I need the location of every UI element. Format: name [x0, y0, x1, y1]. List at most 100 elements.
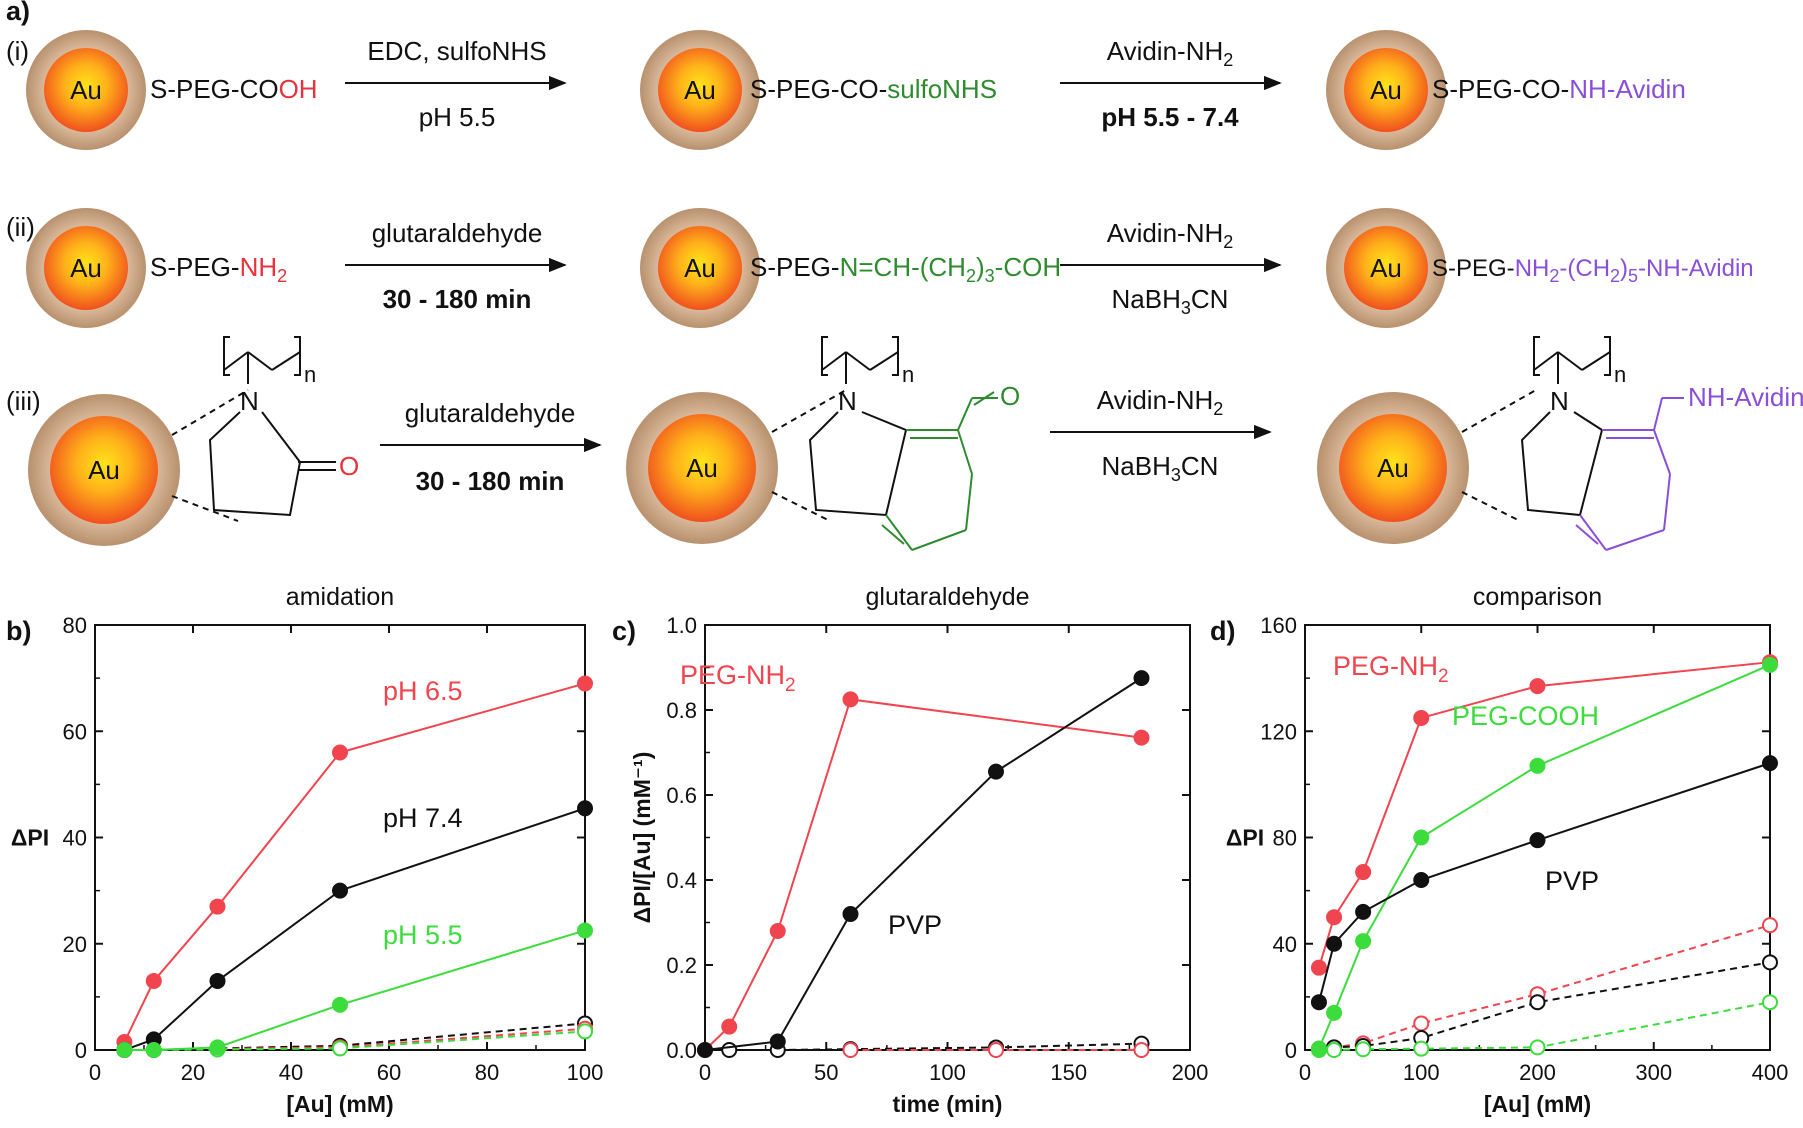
x-tick-label: 40 — [279, 1060, 303, 1085]
chart-amidation: amidation 0 20 40 60 80 100 0 20 40 60 80 [Au] (mM) Δ… — [11, 583, 603, 1117]
pvp-monomer — [171, 336, 336, 522]
data-point-open — [1762, 954, 1778, 971]
y-tick-label: 40 — [63, 826, 87, 851]
glutaraldehyde-ring — [881, 391, 998, 551]
data-point-open — [577, 1023, 593, 1040]
data-point — [577, 800, 593, 817]
y-tick-label: 0 — [1285, 1038, 1297, 1063]
data-point-open — [721, 1042, 738, 1058]
y-tick-label: 80 — [63, 613, 87, 638]
end-ligand-ii: S-PEG-NH2-(CH2)5-NH-Avidin — [1432, 255, 1754, 286]
data-point — [1529, 757, 1546, 774]
data-point — [1133, 729, 1150, 746]
aldehyde-o: O — [1000, 381, 1020, 411]
data-point — [769, 1033, 786, 1050]
x-tick-label: 200 — [1519, 1060, 1556, 1085]
data-point — [1413, 872, 1430, 888]
data-point — [1413, 709, 1430, 726]
data-point — [1762, 755, 1778, 772]
x-tick-label: 50 — [814, 1060, 838, 1085]
data-point-open — [1529, 994, 1546, 1011]
series-line — [1317, 661, 1771, 968]
y-axis-label: ΔPI — [11, 825, 49, 851]
data-point — [1762, 656, 1778, 673]
data-point — [1326, 1004, 1343, 1021]
au-label: Au — [70, 253, 102, 283]
nanoparticle: Au — [26, 30, 146, 150]
data-point — [1326, 909, 1343, 926]
y-tick-label: 80 — [1273, 826, 1297, 851]
y-tick-label: 120 — [1260, 719, 1297, 744]
arrow-bottom-text: 30 - 180 min — [416, 466, 565, 496]
data-point — [769, 923, 786, 939]
data-point — [988, 763, 1004, 780]
chart-glutaraldehyde: glutaraldehyde 0 50 100 150 200 0.0 0.2 0.4 0.6 0.… — [629, 583, 1208, 1117]
au-label: Au — [70, 75, 102, 105]
y-tick-label: 1.0 — [666, 613, 697, 638]
data-point — [1310, 1040, 1327, 1057]
x-axis-label: [Au] (mM) — [286, 1091, 393, 1117]
au-label: Au — [684, 253, 716, 283]
end-label-iii: NH-Avidin — [1688, 382, 1803, 412]
au-label: Au — [686, 453, 718, 483]
x-tick-label: 150 — [1050, 1060, 1087, 1085]
data-point — [577, 675, 593, 692]
chart-comparison: comparison 0 100 200 300 400 0 40 80 120 160 [Au] (… — [1226, 583, 1788, 1117]
data-point-open — [1529, 1039, 1546, 1056]
nanoparticle: Au — [626, 392, 778, 544]
data-point-open — [1762, 994, 1778, 1011]
data-point — [145, 972, 162, 989]
arrow-bottom-text: 30 - 180 min — [383, 284, 532, 314]
panel-label-a: a) — [6, 0, 30, 26]
data-point-open — [1355, 1041, 1372, 1058]
data-point — [1529, 832, 1546, 849]
data-point — [1355, 903, 1372, 920]
data-point-open — [1762, 917, 1778, 934]
panel-label-c: c) — [612, 616, 636, 646]
annotation-ph65: pH 6.5 — [383, 676, 463, 706]
x-tick-label: 100 — [567, 1060, 604, 1085]
y-tick-label: 0.0 — [666, 1038, 697, 1063]
data-point — [209, 1039, 226, 1056]
n-atom: N — [838, 386, 857, 416]
data-point — [1310, 994, 1327, 1011]
x-tick-label: 0 — [699, 1060, 711, 1085]
arrow-bottom-text: pH 5.5 - 7.4 — [1101, 102, 1239, 132]
y-tick-label: 160 — [1260, 613, 1297, 638]
mid-ligand-ii: S-PEG-N=CH-(CH2)3-COH — [750, 252, 1061, 286]
nanoparticle: Au — [28, 394, 180, 546]
series-line — [123, 682, 586, 1043]
series-line — [124, 807, 586, 1051]
n-atom: N — [240, 386, 259, 416]
start-ligand-ii: S-PEG-NH2 — [150, 252, 287, 286]
data-point-open — [332, 1040, 348, 1057]
reduced-ring — [1575, 397, 1684, 551]
data-point-open — [1133, 1042, 1150, 1058]
data-point — [1355, 933, 1372, 950]
au-label: Au — [1370, 253, 1402, 283]
chart-title: comparison — [1473, 583, 1602, 611]
y-tick-label: 40 — [1273, 932, 1297, 957]
arrow-top-text: glutaraldehyde — [372, 218, 543, 248]
series-line — [704, 698, 1142, 1051]
series-line — [705, 1042, 1142, 1051]
data-point — [209, 972, 226, 989]
data-point — [332, 882, 348, 899]
mid-ligand-i: S-PEG-CO-sulfoNHS — [750, 74, 997, 104]
data-point — [842, 906, 859, 922]
n-atom: N — [1550, 386, 1569, 416]
au-label: Au — [1370, 75, 1402, 105]
nanoparticle: Au — [640, 208, 760, 328]
x-tick-label: 0 — [89, 1060, 101, 1085]
y-tick-label: 60 — [63, 719, 87, 744]
arrow-top-text: Avidin-NH2 — [1107, 36, 1234, 70]
row-label-iii: (iii) — [6, 386, 41, 416]
data-point-open — [988, 1042, 1004, 1058]
chart-title: amidation — [286, 583, 394, 611]
plot-frame — [94, 624, 586, 1051]
data-point — [577, 922, 593, 939]
n-subscript: n — [1614, 362, 1626, 387]
nanoparticle: Au — [26, 208, 146, 328]
y-tick-label: 0.4 — [666, 868, 697, 893]
annotation-peg-nh2: PEG-NH2 — [680, 660, 796, 696]
